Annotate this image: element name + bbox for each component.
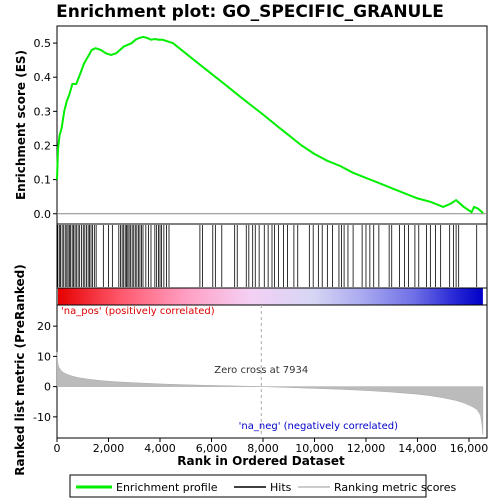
es-y-tick-label: 0.4 [34, 71, 52, 84]
x-axis-label: Rank in Ordered Dataset [177, 454, 345, 468]
x-tick-label: 10,000 [295, 442, 334, 455]
metric-y-tick-label: 10 [37, 350, 51, 363]
x-tick-label: 0 [54, 442, 61, 455]
legend-enrichment-label: Enrichment profile [116, 481, 218, 494]
ranking-metric-area [56, 351, 484, 436]
x-tick-label: 8,000 [247, 442, 279, 455]
metric-axis-label: Ranked list metric (PreRanked) [13, 264, 27, 476]
es-y-tick-label: 0.2 [34, 139, 52, 152]
es-y-tick-label: 0.0 [34, 208, 52, 221]
es-y-tick-label: 0.5 [34, 37, 52, 50]
negative-correlation-label: 'na_neg' (negatively correlated) [239, 421, 398, 432]
chart-title: Enrichment plot: GO_SPECIFIC_GRANULE [56, 2, 444, 22]
legend-hits-label: Hits [270, 481, 292, 494]
positive-correlation-label: 'na_pos' (positively correlated) [61, 306, 215, 317]
rank-color-gradient [58, 288, 483, 305]
x-tick-label: 2,000 [93, 442, 125, 455]
x-tick-label: 12,000 [347, 442, 386, 455]
legend-metric-label: Ranking metric scores [334, 481, 456, 494]
legend-box [69, 474, 427, 498]
x-tick-label: 6,000 [196, 442, 228, 455]
x-tick-label: 4,000 [144, 442, 176, 455]
x-tick-label: 16,000 [450, 442, 489, 455]
metric-panel-frame [56, 304, 488, 439]
metric-y-tick-label: -10 [33, 411, 51, 424]
es-axis-label: Enrichment score (ES) [14, 50, 28, 200]
es-y-tick-label: 0.3 [34, 105, 52, 118]
metric-y-tick-label: 0 [44, 381, 51, 394]
zero-cross-label: Zero cross at 7934 [214, 365, 308, 376]
es-y-tick-label: 0.1 [34, 174, 52, 187]
es-panel-frame [56, 25, 488, 225]
enrichment-profile-line [56, 35, 484, 214]
x-tick-label: 14,000 [398, 442, 437, 455]
metric-y-tick-label: 20 [37, 320, 51, 333]
